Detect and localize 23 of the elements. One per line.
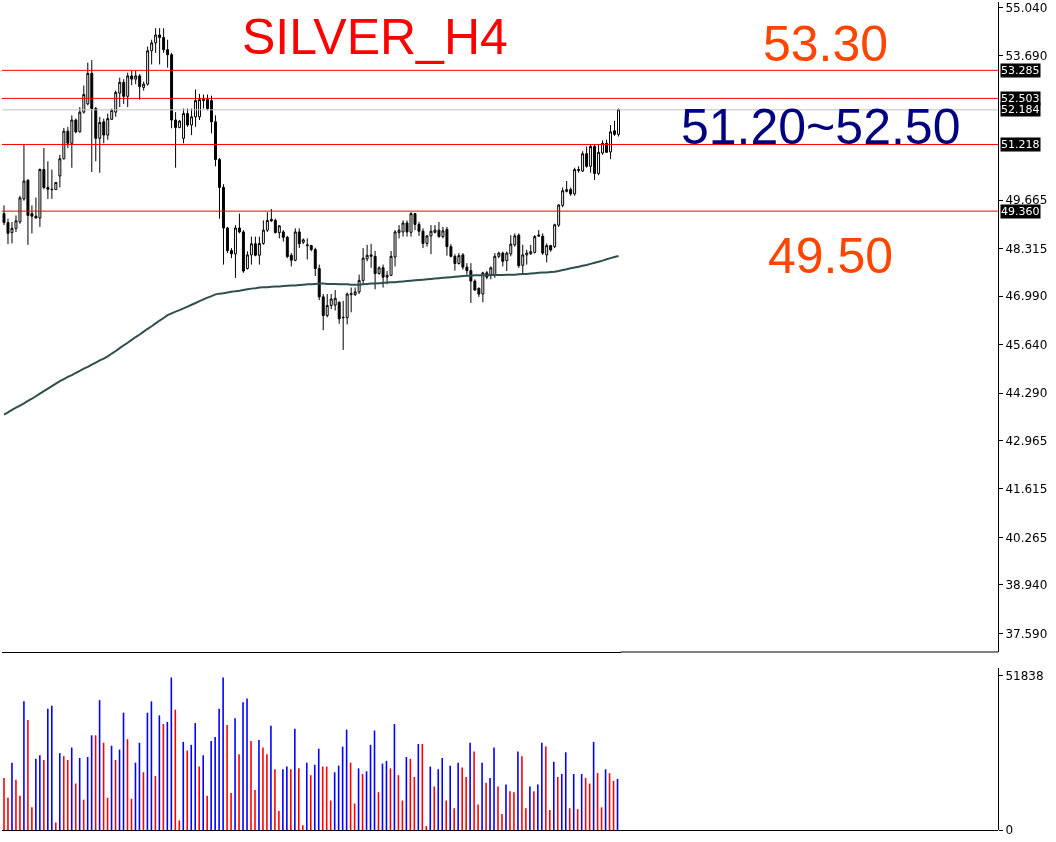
y-tick-label: 46.990 [1005, 289, 1048, 304]
y-tick-label: 49.665 [1005, 193, 1048, 208]
y-tick-label: 41.615 [1005, 482, 1048, 497]
y-tick-label: 37.590 [1005, 626, 1048, 641]
y-tick-label: 44.290 [1005, 386, 1048, 401]
y-tick-label: 45.640 [1005, 337, 1048, 352]
ref-line-label: 52.184 [1001, 103, 1040, 116]
text: 53.30 [763, 16, 889, 72]
text: 51.20~52.50 [681, 99, 961, 155]
y-tick-label: 38.940 [1005, 578, 1048, 593]
y-tick-label: 51838 [1005, 668, 1044, 683]
ref-line-label: 51.218 [1001, 138, 1040, 151]
ref-line-label: 52.503 [1001, 92, 1040, 105]
chart-title: SILVER_H4 [241, 8, 508, 65]
y-tick-label: 55.040 [1005, 0, 1048, 15]
y-tick-label: 40.265 [1005, 530, 1048, 545]
ref-line-label: 49.360 [1001, 205, 1040, 218]
ref-line-label: 53.285 [1001, 64, 1040, 77]
y-tick-label: 48.315 [1005, 241, 1048, 256]
y-tick-label: 0 [1005, 823, 1014, 838]
y-tick-label: 42.965 [1005, 433, 1048, 448]
text: 49.50 [768, 228, 894, 284]
y-tick-label: 53.690 [1005, 49, 1048, 64]
